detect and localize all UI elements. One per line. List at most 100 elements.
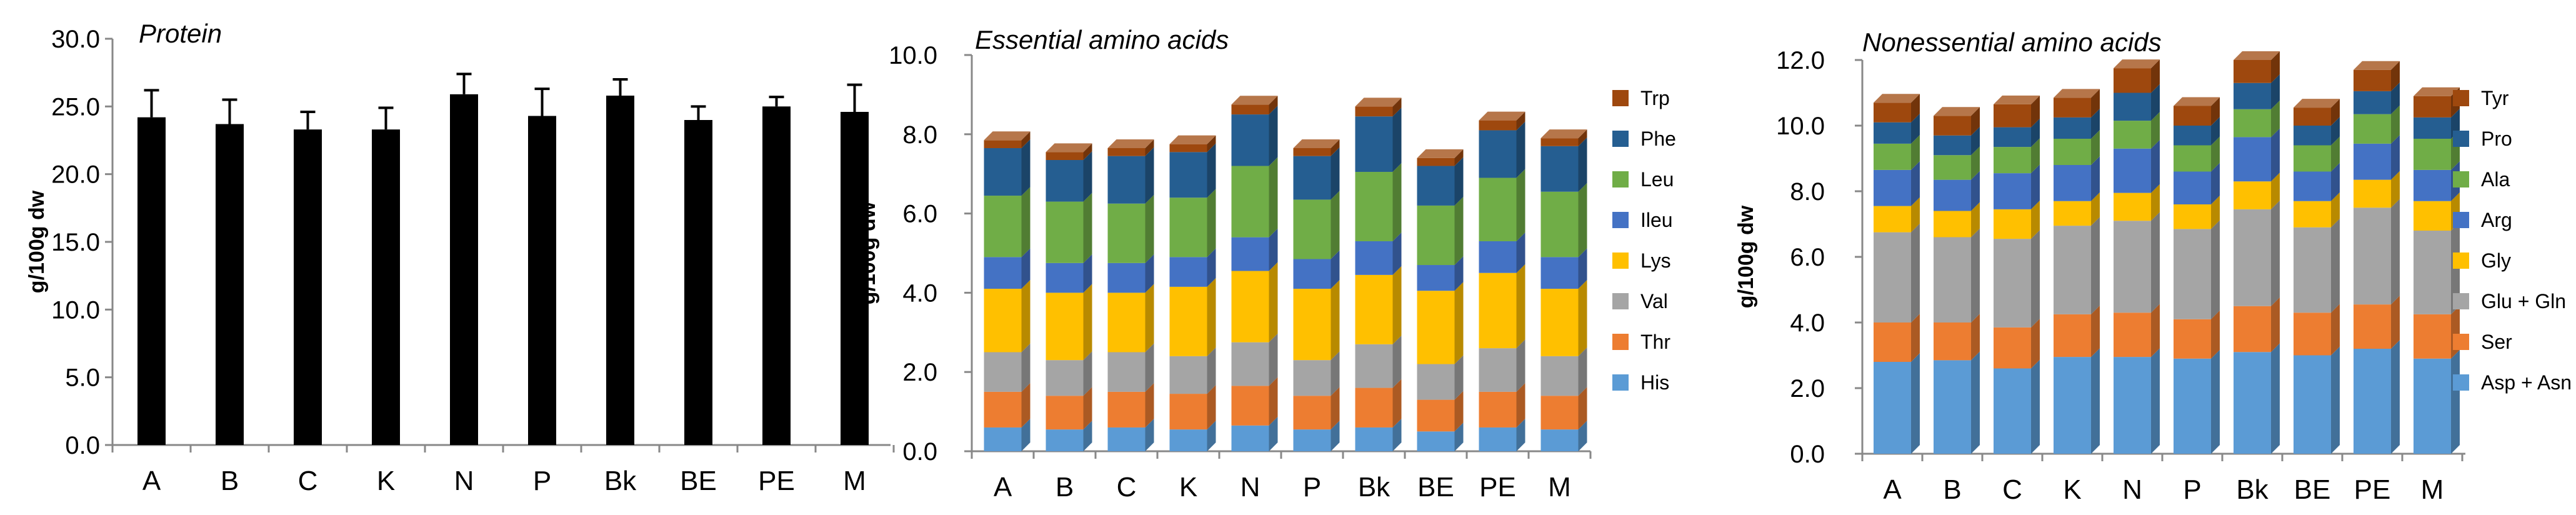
y-tick-label: 2.0 [1790, 375, 1825, 402]
bar-segment [1169, 429, 1207, 451]
bar [762, 106, 791, 446]
y-tick-label: 2.0 [902, 359, 937, 386]
bar-segment-side [1516, 418, 1525, 451]
bar-segment [2114, 357, 2151, 454]
legend-swatch [2453, 252, 2469, 269]
bar-segment-side [1021, 139, 1031, 196]
bar-segment [1107, 262, 1146, 293]
bar-segment [2234, 109, 2271, 138]
x-tick-label: PE [1479, 472, 1516, 502]
bar-segment [1417, 399, 1455, 432]
bar-segment [1874, 122, 1911, 144]
bar-segment-side [1207, 278, 1216, 356]
bar [528, 116, 556, 445]
bar-segment-side [1145, 418, 1154, 451]
bar-segment [1293, 360, 1331, 396]
legend-swatch [1612, 252, 1629, 269]
bar-segment [2114, 92, 2151, 121]
bar-segment [1046, 360, 1084, 396]
x-tick-label: A [1883, 474, 1902, 505]
bar-segment-side [2211, 220, 2220, 319]
bar-segment-side [2031, 359, 2040, 454]
essential-amino-acids-chart: Essential amino acids g/100g dw 0.0 2.0 4.… [856, 25, 1676, 502]
bar-segment [2054, 139, 2091, 165]
bar-segment-side [1207, 385, 1216, 430]
y-tick-label: 12.0 [1776, 47, 1825, 74]
bar-segment [2294, 171, 2331, 201]
bar-segment [1046, 152, 1084, 161]
bar-segment-side [1971, 351, 1980, 454]
bar-segment [2234, 82, 2271, 109]
bar-segment-side [2031, 118, 2040, 148]
bar-segment-side [1911, 197, 1920, 232]
x-tick-label: Bk [1358, 472, 1390, 502]
bar-segment-side [2091, 130, 2100, 165]
bar-segment [984, 257, 1022, 289]
bar-segment-side [2091, 348, 2100, 454]
bar-segment [1046, 292, 1084, 361]
bar-segment-side [1330, 250, 1340, 289]
bar [450, 94, 478, 446]
bar-segment-side [1971, 202, 1980, 238]
bar-segment-side [1145, 284, 1154, 352]
bar-segment [1874, 362, 1911, 454]
bar-segment-side [1971, 228, 1980, 322]
bar-segment-side [1207, 421, 1216, 451]
legend-label: Phe [1640, 128, 1676, 150]
bar-segment-side [2331, 99, 2340, 126]
x-tick-label: C [298, 466, 318, 496]
bar-segment-side [2391, 61, 2400, 91]
bar-segment [2174, 106, 2211, 126]
bar-segment [1169, 257, 1207, 287]
legend-swatch [1612, 131, 1629, 147]
bar-segment-side [2151, 139, 2160, 193]
legend-swatch [2453, 212, 2469, 228]
bar-segment-side [1207, 347, 1216, 394]
bar-segment-side [1330, 139, 1340, 156]
bar-segment-side [2391, 105, 2400, 144]
x-tick-label: P [533, 466, 551, 496]
legend-label: Arg [2481, 209, 2512, 231]
y-tick-label: 6.0 [902, 201, 937, 228]
bar-segment-side [1330, 351, 1340, 396]
legend-label: Gly [2481, 249, 2511, 272]
bar-segment-side [1021, 187, 1031, 258]
bar-segment [2054, 201, 2091, 226]
legend-swatch [1612, 212, 1629, 228]
bar-segment-side [2091, 305, 2100, 358]
bar-segment [2054, 98, 2091, 118]
bar-segment-side [1454, 157, 1464, 206]
bar-segment [2354, 143, 2391, 180]
bar-segment [2234, 137, 2271, 182]
bar-segment [2114, 312, 2151, 358]
x-tick-label: B [1943, 474, 1961, 505]
y-axis-label: g/100g dw [856, 201, 880, 304]
bar-segment-side [2091, 108, 2100, 139]
bar-segment [1540, 257, 1579, 289]
bar-segment-side [2271, 128, 2280, 182]
bar-segment [1994, 239, 2031, 328]
bar-segment [1874, 169, 1911, 206]
bar-segment [1934, 360, 1971, 454]
legend-label: Asp + Asn [2481, 371, 2572, 394]
bar-segment-side [1392, 98, 1402, 117]
bar-segment [2234, 60, 2271, 83]
bar-segment-side [2271, 172, 2280, 209]
bar-segment [1934, 135, 1971, 156]
y-tick-label: 0.0 [1790, 441, 1825, 468]
bar-segment-side [1145, 139, 1154, 156]
bar-segment-side [2211, 136, 2220, 172]
bar-segment [1169, 152, 1207, 198]
bar-segment [1293, 156, 1331, 200]
bar-segment-top [2114, 59, 2160, 69]
bar-segment-side [2151, 84, 2160, 121]
bar-segment [1540, 356, 1579, 396]
bar-segment [1479, 178, 1517, 241]
bar-segment-side [1911, 113, 1920, 144]
bar-segment-side [2331, 136, 2340, 172]
bar-segment [2174, 171, 2211, 204]
bar-segment-side [2331, 162, 2340, 201]
bar-segment [1874, 102, 1911, 122]
bar-segment [1417, 431, 1455, 451]
bar-segment [2174, 229, 2211, 319]
